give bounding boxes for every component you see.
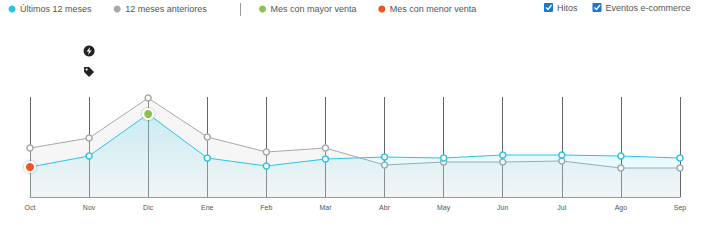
svg-text:Feb: Feb <box>260 204 272 211</box>
svg-text:Hitos: Hitos <box>557 3 578 13</box>
svg-text:Ene: Ene <box>201 204 214 211</box>
svg-text:Jun: Jun <box>497 204 508 211</box>
svg-text:Oct: Oct <box>25 204 36 211</box>
svg-text:Jul: Jul <box>557 204 566 211</box>
svg-text:Sep: Sep <box>674 204 687 212</box>
svg-text:Ago: Ago <box>615 204 628 212</box>
svg-text:Abr: Abr <box>379 204 391 211</box>
svg-text:Nov: Nov <box>83 204 96 211</box>
svg-text:Dic: Dic <box>143 204 154 211</box>
svg-text:12 meses anteriores: 12 meses anteriores <box>125 4 207 14</box>
svg-text:Mes con menor venta: Mes con menor venta <box>390 4 477 14</box>
svg-text:May: May <box>437 204 451 212</box>
svg-text:Últimos 12 meses: Últimos 12 meses <box>20 4 92 14</box>
svg-text:Mar: Mar <box>319 204 332 211</box>
svg-text:Eventos e-commerce: Eventos e-commerce <box>606 3 691 13</box>
svg-text:Mes con mayor venta: Mes con mayor venta <box>271 4 357 14</box>
